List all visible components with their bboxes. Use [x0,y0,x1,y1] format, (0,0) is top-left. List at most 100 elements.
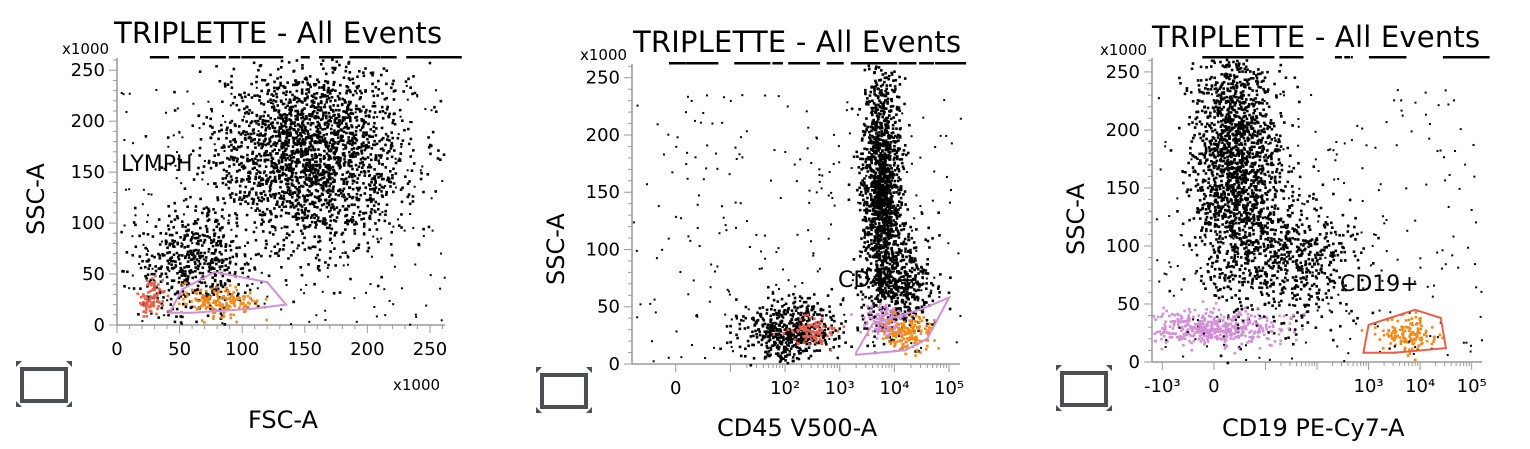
event-point [288,158,292,162]
event-point [300,126,304,129]
event-point [887,134,890,138]
event-point [211,283,215,286]
event-point [900,161,904,165]
event-point [337,121,341,124]
event-point [897,232,901,235]
event-point [196,218,200,221]
event-point [865,203,869,207]
event-point [885,142,889,145]
event-point [409,323,412,326]
event-point [183,279,186,282]
event-point [889,173,892,176]
event-point [924,301,928,304]
event-point [211,261,215,264]
event-point [879,84,883,88]
event-point [125,110,128,113]
event-point [897,208,900,211]
event-point [879,211,882,214]
event-point [879,172,882,176]
event-point [322,111,326,115]
event-point [225,174,229,177]
event-point [877,237,881,241]
event-point [899,293,903,297]
event-point [253,138,257,141]
event-point [884,185,887,189]
event-point [259,191,263,195]
event-point [865,163,869,167]
event-point [869,247,873,251]
event-point [309,123,313,127]
event-point [354,107,358,111]
event-point [217,287,220,290]
event-point [275,152,278,155]
event-point [900,228,903,232]
event-point [353,174,357,178]
event-point [180,281,184,284]
event-point [242,130,246,133]
event-point [864,192,868,195]
event-point [231,299,234,303]
event-point [863,241,867,244]
event-point [886,131,889,134]
event-point [165,275,169,279]
event-point [214,164,218,167]
event-point [175,215,179,218]
event-point [149,289,152,293]
event-point [264,132,267,136]
event-point [309,164,313,167]
event-point [892,116,896,119]
event-point [878,154,881,158]
event-point [899,196,903,200]
event-point [285,174,288,177]
event-point [380,126,384,130]
event-point [402,90,405,93]
event-point [277,129,281,133]
event-point [154,286,157,289]
event-point [888,269,892,273]
event-point [896,136,899,139]
event-point [255,86,258,89]
event-point [879,184,883,187]
event-point [206,297,209,300]
event-point [308,177,312,181]
event-point [865,127,869,131]
event-point [241,131,244,135]
event-point [392,98,396,101]
event-point [297,124,301,127]
event-point [231,102,235,105]
event-point [145,294,149,298]
event-point [877,276,881,280]
event-point [896,290,900,293]
event-point [171,242,174,246]
event-point [320,136,324,139]
event-point [856,188,859,192]
event-point [144,301,147,305]
event-point [349,119,352,123]
event-point [896,149,900,152]
event-point [888,204,891,208]
event-point [865,207,868,211]
event-point [214,249,217,253]
event-point [893,152,897,156]
event-point [910,256,914,260]
event-point [873,88,876,91]
select-frame-icon[interactable] [16,361,72,407]
event-point [345,180,349,184]
event-point [884,260,888,263]
event-point [268,189,272,193]
event-point [871,120,874,124]
event-point [303,171,307,175]
event-point [890,99,894,103]
event-point [345,110,348,113]
event-point [266,100,270,103]
event-point [349,277,352,281]
event-point [869,223,872,227]
event-point [282,248,285,251]
event-point [864,160,868,164]
event-point [248,190,251,193]
event-point [310,167,314,171]
event-point [874,103,877,107]
event-point [212,161,215,164]
event-point [887,77,890,81]
event-point [311,146,315,149]
